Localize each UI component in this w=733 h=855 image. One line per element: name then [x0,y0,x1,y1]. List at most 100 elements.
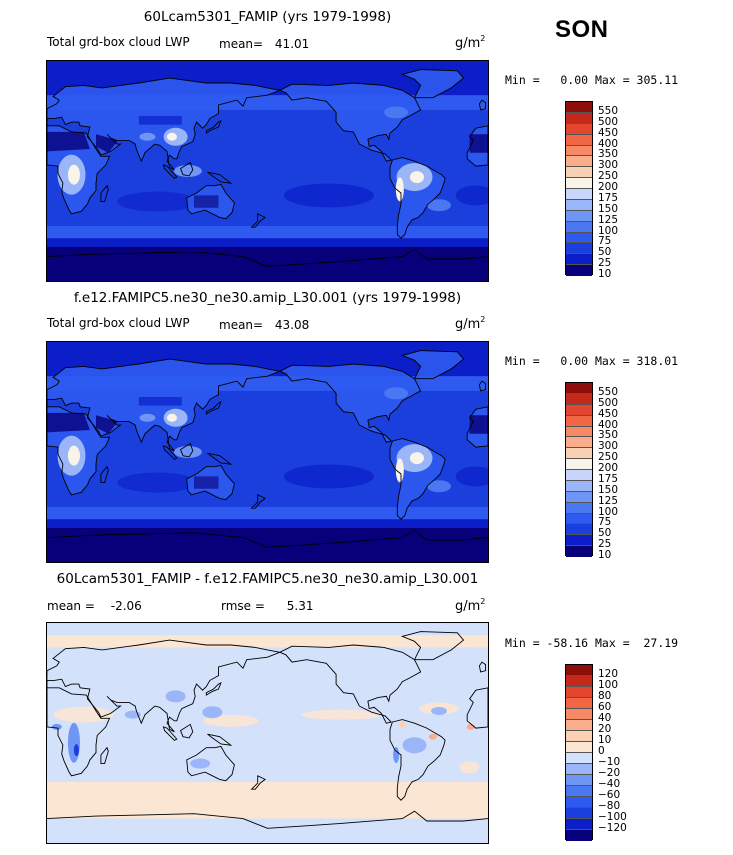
panel-3-map-svg [47,623,488,843]
coastline [100,184,109,203]
coastline [179,442,194,458]
panel-2-map [46,341,489,563]
coastline [389,157,446,239]
panel-2-minmax: Min = 0.00 Max = 318.01 [505,354,679,368]
panel-2-colorbar-swatch [566,535,592,547]
panel-3-mean-value: -2.06 [110,599,142,613]
panel-2-colorbar-swatch [566,459,592,470]
panel-1-colorbar-label: 75 [598,235,612,248]
panel-1-colorbar-swatch [566,199,592,211]
panel-2-colorbar-swatch [566,437,592,449]
coastline [250,494,266,509]
panel-1-colorbar-swatch [566,112,592,124]
coastline [389,438,446,520]
panel-1-colorbar-label: 100 [598,224,619,237]
panel-1-colorbar-label: 175 [598,191,619,204]
panel-3-colorbar-label: 10 [598,734,612,746]
coastline [478,99,487,111]
coastline [100,465,109,484]
panel-1-colorbar-swatch [566,232,592,244]
panel-3-colorbar-label: 20 [598,723,612,735]
panel-2-colorbar-swatch [566,383,592,394]
panel-3-colorbar-label: 0 [598,745,605,757]
coastline [100,746,109,765]
panel-2-colorbar-label: 10 [598,549,612,561]
panel-2-colorbar-label: 50 [598,527,612,540]
panel-1-colorbar-label: 450 [598,126,619,139]
panel-3-rmse-value: 5.31 [286,599,314,613]
panel-1-colorbar-swatch [566,145,592,157]
coastline [250,213,266,228]
panel-2-title: f.e12.FAMIPC5.ne30_ne30.amip_L30.001 (yr… [73,290,462,306]
panel-3-colorbar-label: −80 [598,800,621,812]
panel-3-colorbar [565,664,593,841]
panel-2-colorbar-label: 100 [598,505,619,518]
panel-3-colorbar-swatch [566,665,592,676]
panel-2-colorbar-swatch [566,404,592,416]
panel-3-colorbar-swatch [566,764,592,775]
panel-2-colorbar-label: 550 [598,385,619,398]
coastline [478,380,487,392]
panel-3-colorbar-swatch [566,786,592,797]
coastline [47,406,111,496]
panel-3-map [46,622,489,844]
panel-2-units: g/m2 [455,315,486,332]
coastline [162,726,178,741]
panel-2-colorbar-swatch [566,502,592,514]
panel-2-colorbar-swatch [566,448,592,460]
coastline [400,631,465,661]
coastline [205,681,222,696]
panel-1-minmax: Min = 0.00 Max = 305.11 [505,73,679,87]
panel-2-mean-value: 43.08 [274,318,310,332]
panel-3-colorbar-swatch [566,797,592,808]
panel-2-colorbar-swatch [566,393,592,405]
panel-1-colorbar-swatch [566,123,592,135]
coastline [47,125,111,215]
coastline [186,464,235,501]
panel-3-mean: mean = -2.06 [47,599,142,613]
panel-1-colorbar-swatch [566,265,592,276]
panel-3-colorbar-label: 40 [598,712,612,724]
panel-2-colorbar-swatch [566,546,592,557]
panel-1-colorbar-label: 550 [598,104,619,117]
panel-2-colorbar-swatch [566,415,592,427]
coastline [207,171,233,184]
panel-2-colorbar-swatch [566,470,592,481]
coastline [278,363,422,443]
coastline [179,723,194,739]
panel-3-colorbar-label: 100 [598,679,619,691]
panel-2-colorbar-swatch [566,480,592,492]
panel-1-colorbar-swatch [566,210,592,222]
panel-3-colorbar-swatch [566,775,592,786]
panel-3-colorbar-swatch [566,742,592,753]
panel-1-colorbar-label: 125 [598,213,619,226]
panel-2-colorbar-label: 350 [598,429,619,442]
coastline [207,733,233,746]
panel-1-title: 60Lcam5301_FAMIP (yrs 1979-1998) [143,9,392,25]
panel-3-colorbar-label: 120 [598,668,619,680]
panel-3-colorbar-swatch [566,676,592,687]
panel-1-colorbar-swatch [566,178,592,189]
panel-3-colorbar-swatch [566,731,592,742]
panel-3-colorbar-label: −100 [598,811,627,823]
panel-3-colorbar-label: −120 [598,822,627,834]
coastline [162,445,178,460]
panel-1-colorbar-swatch [566,254,592,266]
panel-1-colorbar-swatch [566,243,592,255]
coastline [47,358,282,452]
panel-2-colorbar-label: 25 [598,538,612,551]
panel-3-colorbar-swatch [566,698,592,709]
coastline [278,644,422,724]
panel-2-variable: Total grd-box cloud LWP [47,316,190,330]
panel-2-colorbar-label: 175 [598,472,619,485]
panel-1-colorbar-label: 50 [598,246,612,259]
coastline [47,639,282,733]
panel-2-colorbar-label: 450 [598,407,619,420]
panel-1-colorbar-label: 300 [598,159,619,172]
panel-1-colorbar-label: 250 [598,170,619,183]
panel-1-colorbar-swatch [566,189,592,200]
panel-1-colorbar-swatch [566,156,592,168]
coastline [400,350,465,380]
coastline [47,529,488,548]
panel-1-colorbar-label: 200 [598,181,619,193]
